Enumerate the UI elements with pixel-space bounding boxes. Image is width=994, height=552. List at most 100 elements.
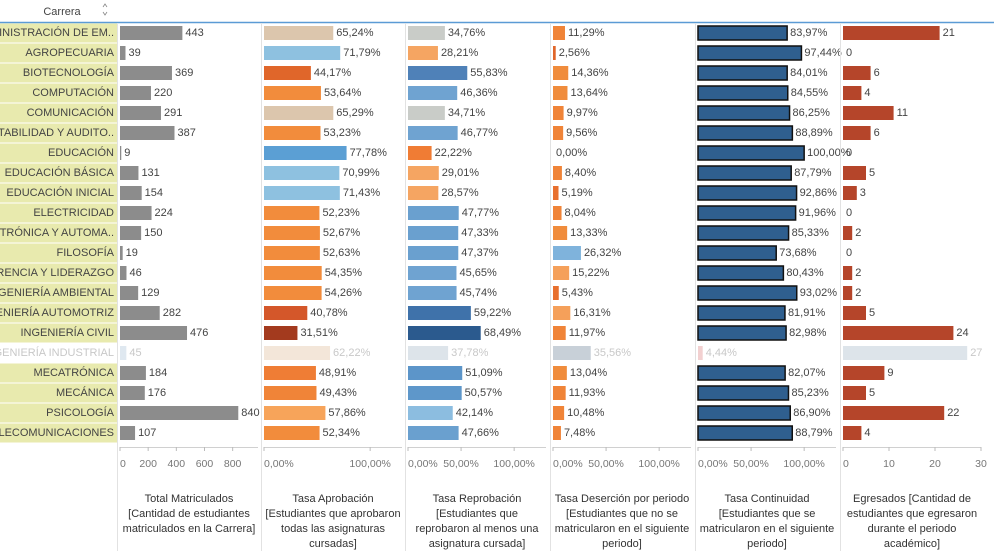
- bar: [408, 306, 471, 320]
- bar: [698, 46, 801, 60]
- value-label: 13,33%: [570, 227, 608, 239]
- value-label: 8,40%: [565, 167, 596, 179]
- bar: [843, 166, 866, 180]
- bar: [264, 186, 340, 200]
- bar: [553, 26, 565, 40]
- value-label: 22: [947, 407, 959, 419]
- bar: [843, 326, 953, 340]
- category-label: AGROPECUARIA: [25, 47, 114, 59]
- bar: [843, 126, 871, 140]
- value-label: 39: [128, 47, 140, 59]
- bar: [408, 286, 457, 300]
- value-label: 176: [148, 387, 166, 399]
- x-tick-label: 100,00%: [783, 458, 824, 470]
- bar: [408, 26, 445, 40]
- category-label: INGENIERÍA AMBIENTAL: [0, 286, 114, 299]
- value-label: 11,93%: [569, 387, 606, 399]
- x-tick-label: 100,00%: [493, 458, 534, 470]
- value-label: 85,33%: [792, 227, 830, 239]
- value-label: 88,89%: [795, 127, 833, 139]
- value-label: 55,83%: [470, 67, 508, 79]
- bar: [553, 266, 569, 280]
- value-label: 31,51%: [300, 327, 338, 339]
- axis-title: Total Matriculados [Cantidad de estudian…: [120, 492, 258, 537]
- value-label: 369: [175, 67, 193, 79]
- value-label: 86,25%: [793, 107, 831, 119]
- category-label: EDUCACIÓN BÁSICA: [5, 166, 115, 179]
- value-label: 2: [855, 227, 861, 239]
- value-label: 8,04%: [565, 207, 596, 219]
- row-header: Carrera: [43, 6, 81, 18]
- value-label: 9: [887, 367, 893, 379]
- bar: [843, 426, 861, 440]
- category-label: INGENIERÍA INDUSTRIAL: [0, 346, 114, 359]
- value-label: 224: [155, 207, 173, 219]
- value-label: 48,91%: [319, 367, 357, 379]
- category-label: BIOTECNOLOGÍA: [23, 66, 115, 79]
- value-label: 35,56%: [594, 347, 632, 359]
- bar: [553, 286, 559, 300]
- bar: [408, 106, 445, 120]
- bar: [264, 346, 330, 360]
- bar: [553, 206, 562, 220]
- bar: [264, 146, 347, 160]
- bar: [120, 226, 141, 240]
- category-label: COMPUTACIÓN: [32, 86, 114, 99]
- bar: [553, 346, 591, 360]
- value-label: 54,35%: [325, 267, 363, 279]
- bar: [120, 86, 151, 100]
- x-tick-label: 20: [929, 458, 941, 470]
- bar: [843, 366, 884, 380]
- bar: [408, 46, 438, 60]
- bar: [843, 86, 861, 100]
- bar: [843, 266, 852, 280]
- x-tick-label: 100,00%: [349, 458, 390, 470]
- value-label: 71,79%: [343, 47, 381, 59]
- bar: [264, 406, 325, 420]
- value-label: 4,44%: [706, 347, 737, 359]
- value-label: 46,77%: [461, 127, 499, 139]
- value-label: 52,23%: [322, 207, 360, 219]
- bar: [553, 366, 567, 380]
- value-label: 92,86%: [800, 187, 838, 199]
- bar: [553, 326, 566, 340]
- category-label: EDUCACIÓN INICIAL: [6, 186, 114, 199]
- bar: [843, 226, 852, 240]
- value-label: 46: [129, 267, 141, 279]
- bar: [120, 326, 187, 340]
- value-label: 282: [163, 307, 181, 319]
- sort-icon[interactable]: [103, 4, 107, 15]
- bar: [698, 66, 787, 80]
- bar: [843, 26, 940, 40]
- x-tick-label: 0,00%: [408, 458, 438, 470]
- bar: [553, 166, 562, 180]
- x-tick-label: 10: [883, 458, 895, 470]
- bar: [698, 366, 785, 380]
- value-label: 45,74%: [460, 287, 498, 299]
- axis-title: Tasa Deserción por periodo [Estudiantes …: [553, 492, 691, 552]
- bar: [843, 286, 852, 300]
- value-label: 47,77%: [462, 207, 500, 219]
- bar: [553, 386, 566, 400]
- value-label: 22,22%: [435, 147, 473, 159]
- bar: [264, 66, 311, 80]
- value-label: 0: [846, 207, 852, 219]
- value-label: 77,78%: [350, 147, 388, 159]
- category-label: TELECOMUNICACIONES: [0, 427, 114, 439]
- value-label: 476: [190, 327, 208, 339]
- value-label: 53,23%: [324, 127, 362, 139]
- value-label: 28,57%: [441, 187, 479, 199]
- value-label: 45,65%: [459, 267, 497, 279]
- x-tick-label: 800: [224, 458, 242, 470]
- value-label: 0: [846, 147, 852, 159]
- value-label: 82,98%: [789, 327, 827, 339]
- bar: [120, 46, 125, 60]
- value-label: 83,97%: [790, 27, 828, 39]
- x-tick-label: 0,00%: [698, 458, 728, 470]
- value-label: 29,01%: [442, 167, 480, 179]
- bar: [698, 326, 786, 340]
- x-tick-label: 30: [975, 458, 987, 470]
- category-label: CONTABILIDAD Y AUDITO..: [0, 127, 114, 139]
- value-label: 16,31%: [573, 307, 611, 319]
